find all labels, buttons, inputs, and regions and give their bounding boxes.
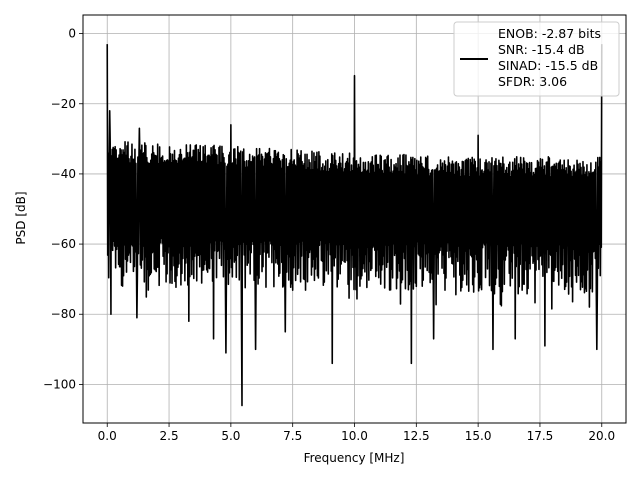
x-tick-label: 17.5 xyxy=(527,429,554,443)
legend-sinad: SINAD: -15.5 dB xyxy=(498,58,598,73)
y-tick-label: −20 xyxy=(51,97,76,111)
legend-sfdr: SFDR: 3.06 xyxy=(498,74,567,89)
legend-box xyxy=(453,21,620,97)
y-tick-label: −40 xyxy=(51,167,76,181)
x-tick-label: 12.5 xyxy=(403,429,430,443)
x-tick-label: 2.5 xyxy=(160,429,179,443)
x-tick-label: 15.0 xyxy=(465,429,492,443)
y-tick-label: −80 xyxy=(51,307,76,321)
y-axis-ticks: 0 −20 −40 −60 −80 −100 xyxy=(43,27,83,391)
y-tick-label: 0 xyxy=(68,27,76,41)
x-tick-label: 7.5 xyxy=(283,429,302,443)
x-tick-label: 0.0 xyxy=(98,429,117,443)
y-axis-label: PSD [dB] xyxy=(14,191,28,244)
x-tick-label: 10.0 xyxy=(341,429,368,443)
psd-series xyxy=(106,44,603,407)
legend: ENOB: -2.87 bits SNR: -15.4 dB SINAD: -1… xyxy=(453,21,620,97)
legend-snr: SNR: -15.4 dB xyxy=(498,42,585,57)
x-tick-label: 5.0 xyxy=(221,429,240,443)
psd-line xyxy=(106,44,603,407)
y-tick-label: −100 xyxy=(43,377,76,391)
x-axis-ticks: 0.0 2.5 5.0 7.5 10.0 12.5 15.0 17.5 20.0 xyxy=(98,423,615,443)
x-tick-label: 20.0 xyxy=(588,429,615,443)
legend-enob: ENOB: -2.87 bits xyxy=(498,26,601,41)
y-tick-label: −60 xyxy=(51,237,76,251)
x-axis-label: Frequency [MHz] xyxy=(304,451,405,465)
